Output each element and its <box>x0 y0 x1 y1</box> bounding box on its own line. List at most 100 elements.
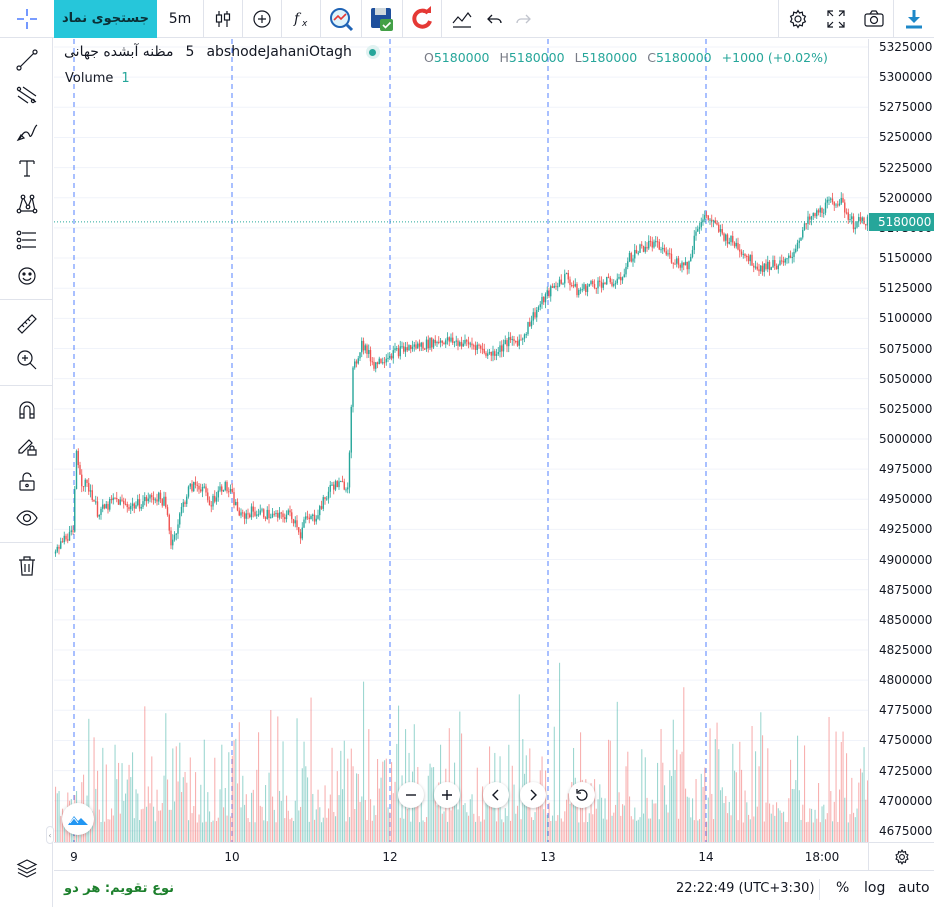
price-axis[interactable]: 5325000 5300000 5275000 5250000 5225000 52000… <box>868 39 934 842</box>
candle-body <box>121 499 123 501</box>
add-compare-icon[interactable] <box>243 0 281 38</box>
volume-bar <box>655 803 657 842</box>
zoom-in-button[interactable] <box>434 782 460 808</box>
volume-bar <box>226 815 228 842</box>
candle-body <box>576 283 578 296</box>
redo-icon[interactable] <box>508 0 538 38</box>
candle-body <box>58 546 60 549</box>
volume-bar <box>833 801 835 842</box>
candle-body <box>609 277 611 283</box>
refresh-icon[interactable] <box>403 0 441 38</box>
trash-icon[interactable] <box>0 549 53 583</box>
brand-logo-icon[interactable] <box>62 803 94 835</box>
candle-body <box>714 220 716 223</box>
price-chart[interactable] <box>54 39 868 842</box>
candle-body <box>856 221 858 228</box>
candle-body <box>151 495 153 498</box>
volume-bar <box>128 764 130 842</box>
settings-icon[interactable] <box>779 0 817 38</box>
symbol-name[interactable]: مظنه آبشده جهانی <box>64 44 174 60</box>
brush-icon[interactable] <box>0 115 53 149</box>
log-scale-toggle[interactable]: log <box>864 880 886 896</box>
volume-legend[interactable]: Volume 1 <box>65 71 130 86</box>
reset-chart-button[interactable] <box>569 782 595 808</box>
crosshair-icon[interactable] <box>0 0 54 38</box>
candle-body <box>408 345 410 351</box>
symbol-legend: مظنه آبشده جهانی 5 abshodeJahaniOtagh <box>64 44 398 60</box>
volume-bar <box>567 793 569 842</box>
compare-chart-icon[interactable] <box>442 0 482 38</box>
candle-body <box>270 517 272 519</box>
text-icon[interactable] <box>0 151 53 185</box>
auto-scale-toggle[interactable]: auto <box>898 880 930 896</box>
calendar-type-toggle[interactable]: نوع تقویم: هر دو <box>64 881 175 896</box>
time-axis[interactable]: 9 10 12 13 14 18:00 <box>54 842 868 870</box>
candle-body <box>737 242 739 250</box>
interval-button[interactable]: 5m <box>168 10 192 27</box>
candle-body <box>691 249 694 257</box>
volume-bar <box>767 748 769 842</box>
candle-body <box>744 253 746 257</box>
candle-body <box>469 343 471 345</box>
chart-pane[interactable] <box>54 39 868 842</box>
volume-bar <box>294 800 296 842</box>
candle-body <box>91 490 93 500</box>
volume-bar <box>616 701 618 842</box>
volume-bar <box>532 819 534 842</box>
candle-body <box>201 487 204 492</box>
zoom-icon[interactable] <box>0 343 53 377</box>
candle-body <box>187 486 190 497</box>
axis-settings-icon[interactable] <box>868 842 934 870</box>
volume-bar <box>511 765 513 842</box>
candle-body <box>182 502 184 507</box>
candle-body <box>308 517 310 520</box>
ruler-icon[interactable] <box>0 307 53 341</box>
symbol-ticker[interactable]: abshodeJahaniOtagh <box>206 44 352 60</box>
volume-bar <box>326 817 328 842</box>
volume-bar <box>800 819 802 842</box>
lock-drawing-icon[interactable] <box>0 429 53 463</box>
fib-icon[interactable] <box>0 79 53 113</box>
timezone-clock[interactable]: 22:22:49 (UTC+3:30) <box>676 881 815 896</box>
candle-body <box>721 229 723 234</box>
volume-bar <box>564 811 566 842</box>
magnet-icon[interactable] <box>0 393 53 427</box>
candle-body <box>592 281 594 285</box>
volume-bar <box>91 811 93 842</box>
volume-bar <box>126 779 128 842</box>
pattern-icon[interactable] <box>0 187 53 221</box>
lock-icon[interactable] <box>0 465 53 499</box>
prediction-icon[interactable] <box>0 223 53 257</box>
replay-icon[interactable] <box>321 0 361 38</box>
scroll-left-button[interactable] <box>483 782 509 808</box>
time-tick-label: 9 <box>70 850 78 864</box>
candle-body <box>819 207 821 213</box>
fullscreen-icon[interactable] <box>817 0 855 38</box>
volume-bar <box>139 820 141 842</box>
emoji-icon[interactable] <box>0 259 53 293</box>
eye-icon[interactable] <box>0 501 53 535</box>
collapse-toolbar-handle[interactable]: ‹ <box>46 826 54 844</box>
candle-body <box>630 253 632 262</box>
download-icon[interactable] <box>894 0 934 38</box>
candle-body <box>520 339 522 341</box>
scroll-right-button[interactable] <box>520 782 546 808</box>
volume-bar <box>863 747 865 842</box>
object-tree-icon[interactable] <box>0 851 53 885</box>
symbol-search-button[interactable]: جستجوی نماد <box>54 0 157 38</box>
candle-body <box>170 530 172 546</box>
camera-icon[interactable] <box>855 0 893 38</box>
trend-line-icon[interactable] <box>0 43 53 77</box>
candle-body <box>415 344 417 349</box>
volume-bar <box>289 819 291 842</box>
candle-body <box>207 492 209 501</box>
undo-icon[interactable] <box>482 0 508 38</box>
zoom-out-button[interactable] <box>398 782 424 808</box>
bars-style-icon[interactable] <box>204 0 242 38</box>
candle-body <box>112 497 114 501</box>
save-icon[interactable] <box>362 0 402 38</box>
svg-text:f: f <box>293 11 302 27</box>
percent-scale-toggle[interactable]: % <box>836 880 850 896</box>
candle-body <box>620 276 622 281</box>
